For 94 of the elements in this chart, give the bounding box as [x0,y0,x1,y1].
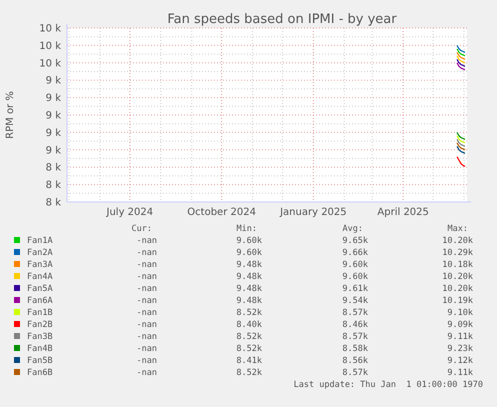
text: 8.57k [342,308,368,318]
text: -nan [136,272,157,282]
text: 9.11k [447,368,473,378]
chart-title: Fan speeds based on IPMI - by year [167,12,398,27]
text: 9.60k [342,272,368,282]
text: -nan [136,332,157,342]
y-tick-label: 8 k [46,162,62,174]
legend-label: Fan2B [27,320,53,330]
text: -nan [136,308,157,318]
y-tick-label: 10 k [39,24,62,34]
text: 9.48k [236,260,262,270]
text: -nan [136,260,157,270]
text: 8.56k [342,356,368,366]
y-tick-label: 9 k [46,93,62,104]
text: 10.20k [442,272,473,282]
text: -nan [136,236,157,246]
y-tick-label: 9 k [46,128,62,139]
text: -nan [136,320,157,330]
line-series [456,52,466,60]
legend-label: Fan1B [27,308,53,318]
line-series [456,132,466,140]
text: 8.41k [236,356,262,366]
legend-label: Fan3B [27,332,53,342]
text: 10.29k [442,248,473,258]
legend-label: Fan6A [27,296,53,306]
legend-label: Fan1A [27,236,53,246]
text: 9.61k [342,284,368,294]
text: Avg: [342,224,363,234]
text: 9.65k [342,236,368,246]
line-series [456,44,466,53]
x-tick-label: January 2025 [279,207,347,218]
text: 8.46k [342,320,368,330]
y-tick-label: 9 k [46,110,62,122]
y-tick-label: 10 k [39,58,62,70]
text: 8.58k [342,344,368,354]
line-series [456,142,466,150]
legend-label: Fan4A [27,272,53,282]
text: -nan [136,356,157,366]
text: 8.40k [236,320,262,330]
text: 10.19k [442,296,473,306]
text: Cur: [132,224,152,234]
text: 9.48k [236,284,262,294]
text: 8.52k [236,368,262,378]
legend-label: Fan4B [27,344,53,354]
line-series [456,138,466,147]
text: 9.60k [342,260,368,270]
y-tick-label: 9 k [46,145,62,156]
line-series [456,62,466,70]
line-series [456,55,466,64]
text: 10.20k [442,284,473,294]
legend-label: Fan5B [27,356,53,366]
text: 8.57k [342,368,368,378]
line-series [456,58,466,67]
legend-label: Fan3A [27,260,53,270]
text: 9.09k [447,320,473,330]
text: 9.12k [447,356,473,366]
x-tick-label: April 2025 [377,207,429,218]
text: Last update: Thu Jan 1 01:00:00 1970 [294,380,483,390]
y-axis-title: RPM or % [5,91,16,139]
text: 9.60k [236,236,262,246]
text: -nan [136,368,157,378]
text: -nan [136,248,157,258]
line-series [456,48,466,56]
legend-label: Fan5A [27,284,53,294]
x-tick-label: July 2024 [106,207,154,218]
text: 8.52k [236,308,262,318]
legend-label: Fan2A [27,248,53,258]
text: Min: [236,224,257,234]
text: 10.20k [442,236,473,246]
legend-label: Fan6B [27,368,53,378]
y-tick-label: 9 k [46,76,62,87]
text: 8.52k [236,332,262,342]
text: 9.48k [236,296,262,306]
text: 8.57k [342,332,368,342]
text: 9.10k [447,308,473,318]
text: 8.52k [236,344,262,354]
y-tick-label: 8 k [46,198,62,208]
line-series [456,146,466,154]
text: -nan [136,284,157,294]
text: 9.54k [342,296,368,306]
text: Max: [448,224,468,234]
line-series [456,135,466,144]
text: -nan [136,344,157,354]
text: 9.60k [236,248,262,258]
text: 9.11k [447,332,473,342]
text: 9.48k [236,272,262,282]
x-tick-label: October 2024 [187,207,256,218]
text: -nan [136,296,157,306]
line-series [456,156,466,167]
y-tick-label: 10 k [39,40,62,52]
y-tick-label: 8 k [46,180,62,192]
text: 9.66k [342,248,368,258]
text: 10.18k [442,260,473,270]
text: 9.23k [447,344,473,354]
